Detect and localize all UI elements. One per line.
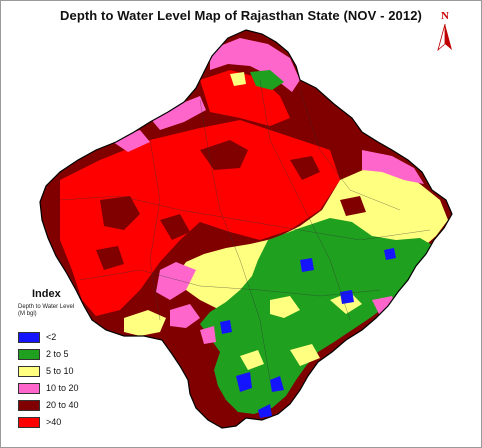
legend-swatch bbox=[18, 349, 40, 360]
north-arrow: N bbox=[432, 10, 458, 54]
legend-swatch bbox=[18, 366, 40, 377]
legend-swatch bbox=[18, 400, 40, 411]
compass-icon bbox=[437, 23, 452, 52]
legend-subtitle: Depth to Water Level (M bgl) bbox=[18, 304, 75, 317]
legend: Index Depth to Water Level (M bgl) <2 2 … bbox=[18, 288, 138, 428]
legend-title: Index bbox=[32, 288, 61, 300]
legend-label: >40 bbox=[46, 417, 62, 427]
map-title: Depth to Water Level Map of Rajasthan St… bbox=[60, 8, 422, 23]
legend-label: 10 to 20 bbox=[46, 383, 79, 393]
legend-swatch bbox=[18, 383, 40, 394]
legend-label: 2 to 5 bbox=[46, 349, 69, 359]
north-label: N bbox=[441, 10, 449, 22]
legend-swatch bbox=[18, 417, 40, 428]
legend-swatch bbox=[18, 332, 40, 343]
legend-label: 5 to 10 bbox=[46, 366, 74, 376]
legend-label: 20 to 40 bbox=[46, 400, 79, 410]
legend-label: <2 bbox=[46, 332, 57, 342]
